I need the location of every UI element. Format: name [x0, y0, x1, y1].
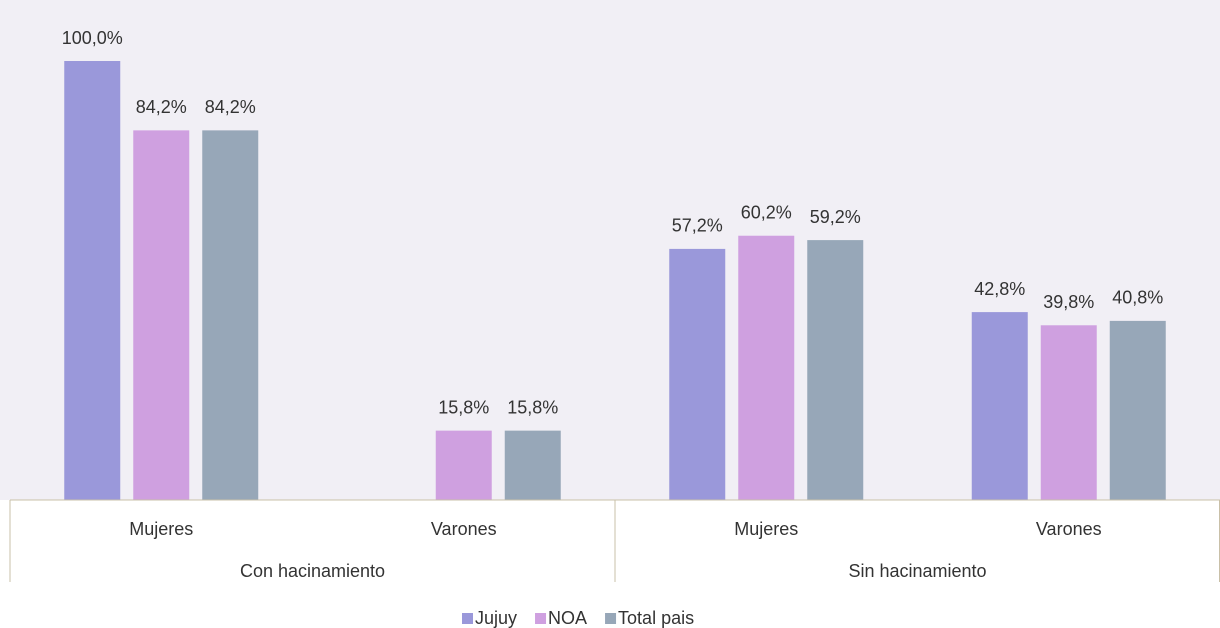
- legend-swatch: [605, 613, 617, 624]
- x-tick-label: Mujeres: [734, 519, 798, 539]
- legend-label: Total pais: [618, 608, 694, 628]
- bar: [971, 312, 1028, 500]
- data-label: 100,0%: [62, 28, 123, 48]
- bar: [504, 430, 561, 500]
- data-label: 42,8%: [974, 279, 1025, 299]
- bar: [1109, 320, 1166, 500]
- x-tick-label: Varones: [431, 519, 497, 539]
- bar: [435, 430, 492, 500]
- data-label: 15,8%: [438, 397, 489, 417]
- legend-label: Jujuy: [475, 608, 517, 628]
- bar: [807, 240, 864, 500]
- group-label: Sin hacinamiento: [848, 561, 986, 581]
- group-label: Con hacinamiento: [240, 561, 385, 581]
- data-label: 57,2%: [672, 216, 723, 236]
- legend-swatch: [535, 613, 547, 624]
- data-label: 84,2%: [205, 97, 256, 117]
- data-label: 60,2%: [741, 202, 792, 222]
- x-tick-label: Varones: [1036, 519, 1102, 539]
- bar: [738, 235, 795, 501]
- x-tick-label: Mujeres: [129, 519, 193, 539]
- data-label: 84,2%: [136, 97, 187, 117]
- data-label: 59,2%: [810, 207, 861, 227]
- bar: [202, 130, 259, 500]
- legend-label: NOA: [548, 608, 587, 628]
- data-label: 39,8%: [1043, 292, 1094, 312]
- legend-swatch: [462, 613, 473, 624]
- data-label: 15,8%: [507, 397, 558, 417]
- data-label: 40,8%: [1112, 288, 1163, 308]
- bar: [1040, 325, 1097, 500]
- bar: [669, 248, 726, 500]
- bar: [133, 130, 190, 500]
- bar: [64, 61, 121, 500]
